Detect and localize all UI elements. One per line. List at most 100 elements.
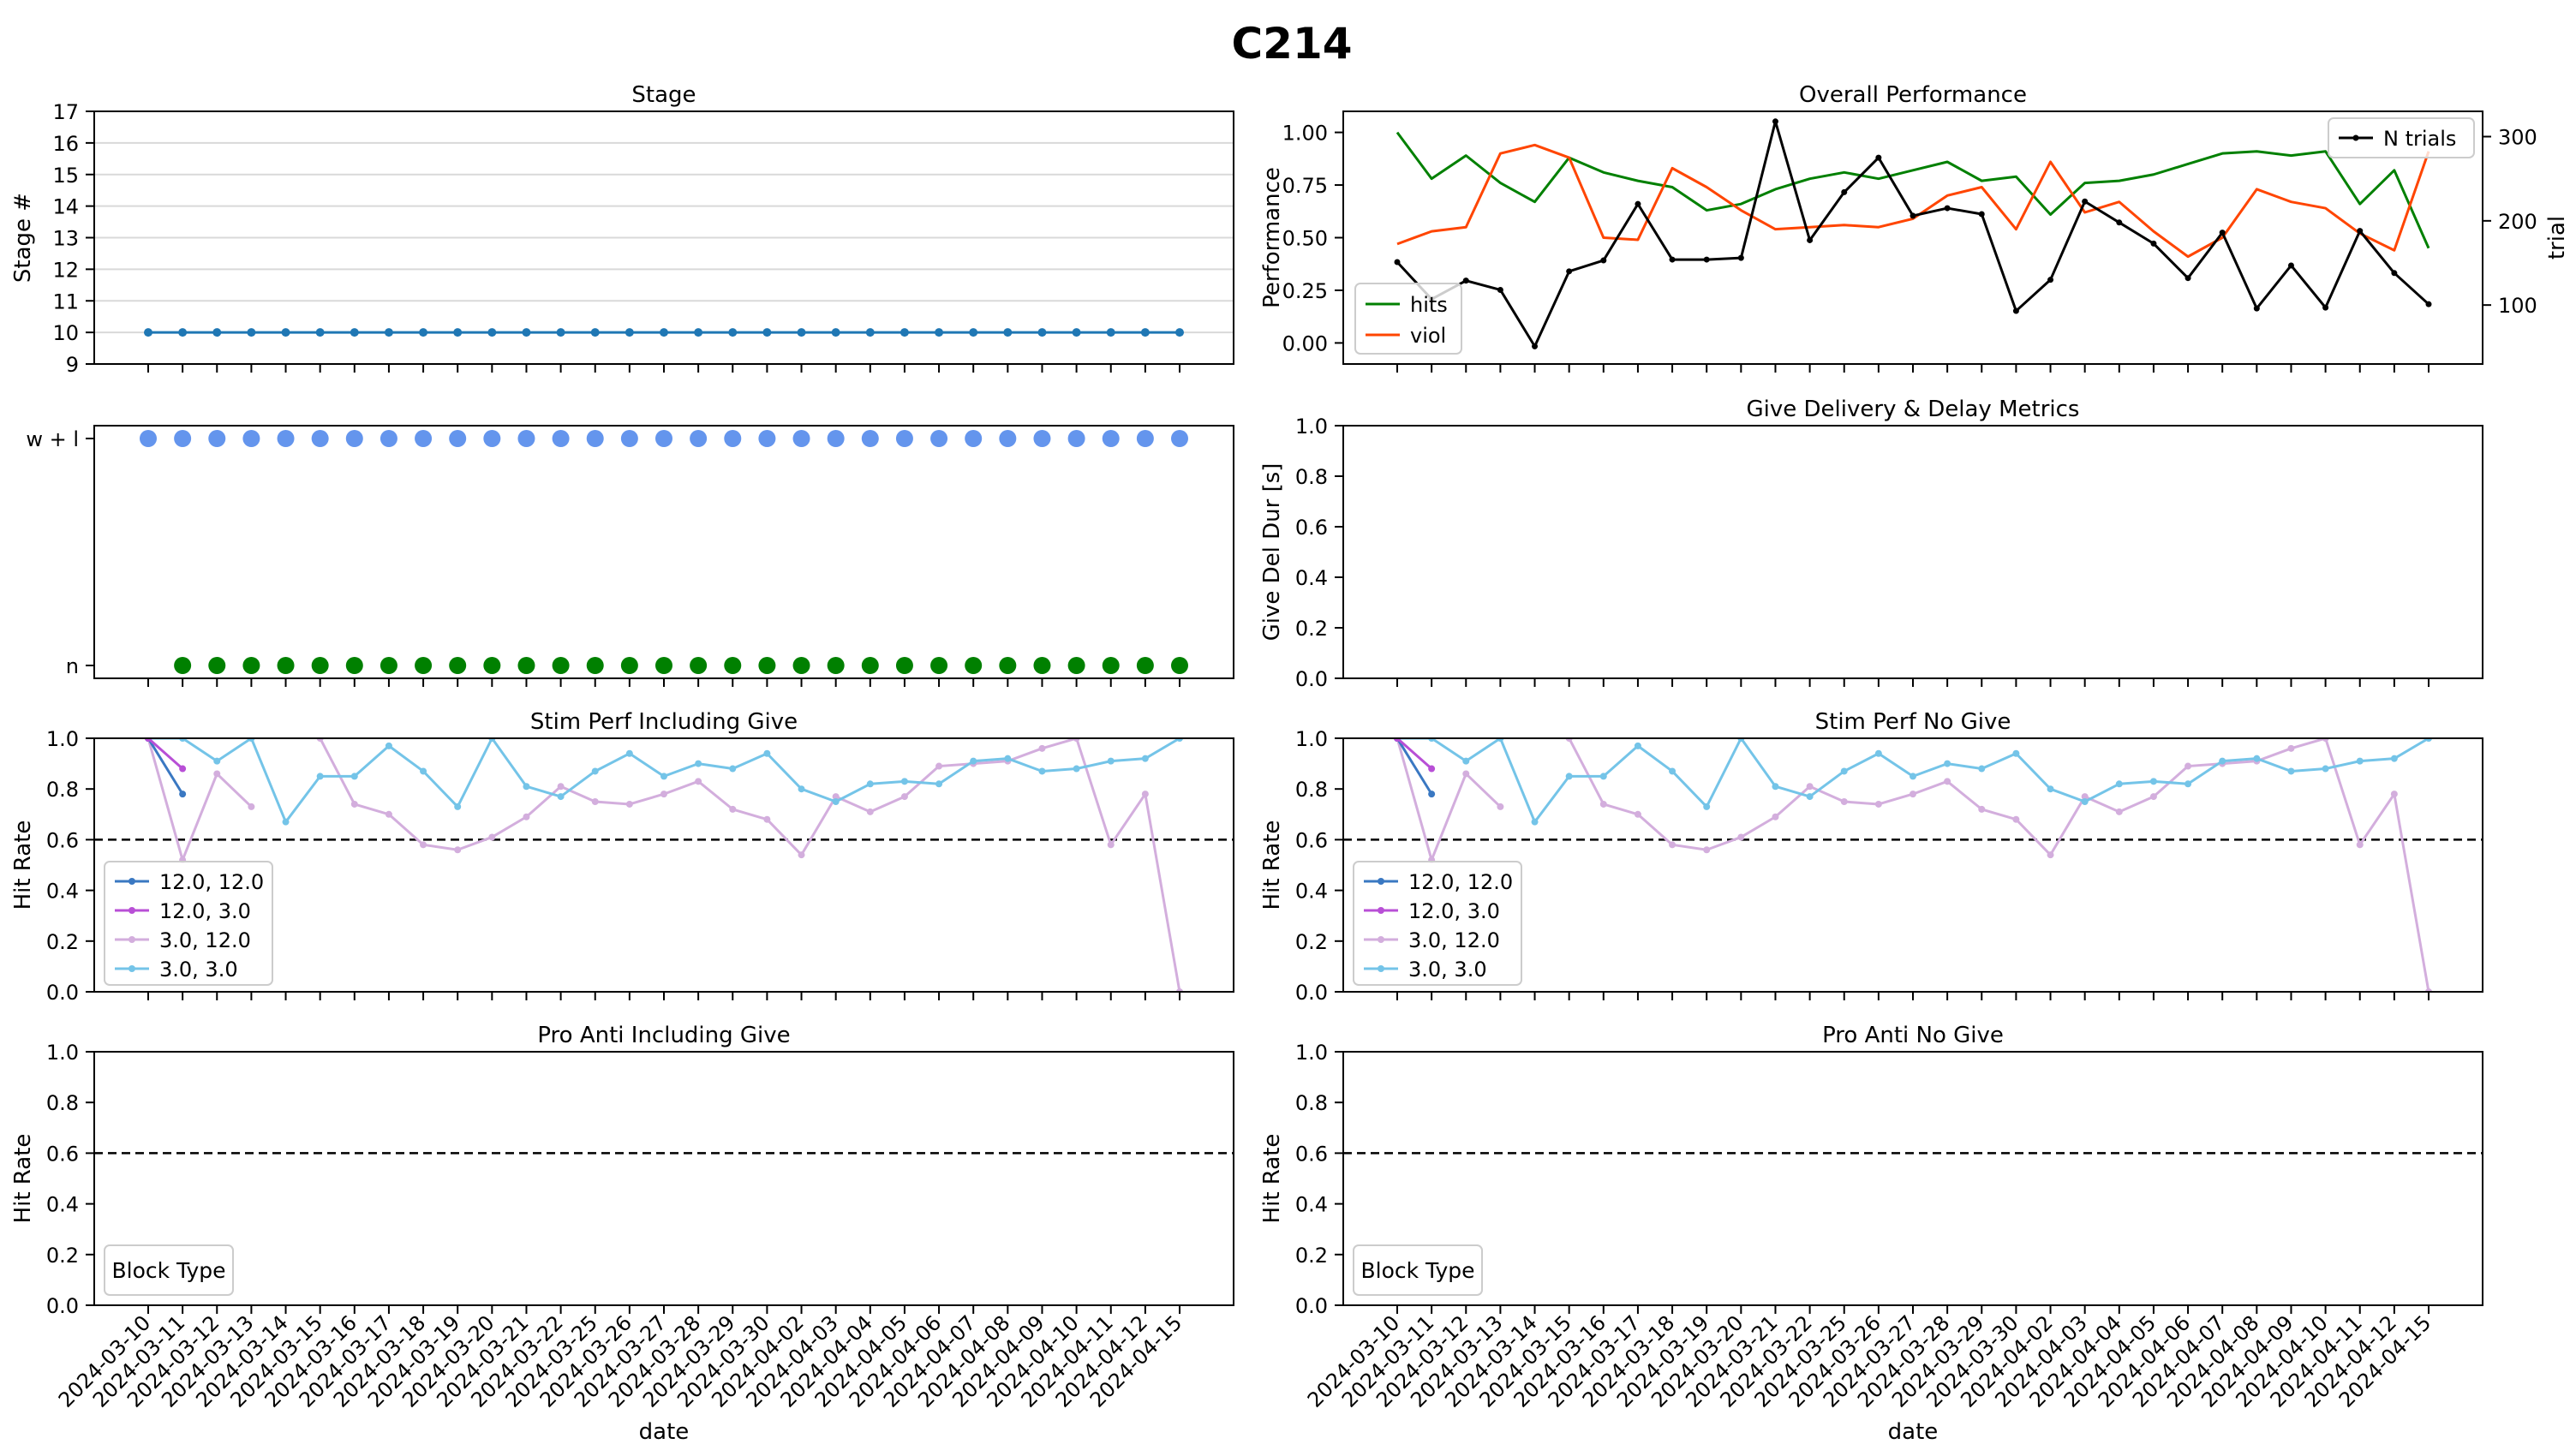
y-tick-label: 1.0 [1295,415,1328,439]
y-tick-label: 0.8 [46,778,79,802]
series-point [557,793,565,801]
series-point [1565,773,1573,780]
wl-trial-point [620,430,638,447]
overall-plot-area [1394,118,2432,349]
y-tick-label: 0.25 [1282,279,1328,303]
series-point [2356,841,2364,849]
y-tick-label: 0.8 [1295,1091,1328,1115]
series-line [1397,738,2430,824]
stim-incl-chart: 0.0 0.2 0.4 0.6 0.8 1.0 Stim Perf Including Gi… [10,709,1234,1005]
wl-trial-point [758,430,776,447]
legend-label: 12.0, 3.0 [1408,899,1500,923]
wl-trial-point [690,430,708,447]
y-tick-label: 0.2 [1295,617,1328,641]
y-tick-label: 15 [52,164,79,188]
series-point [488,833,496,841]
wl-trial-point [380,430,397,447]
wl-trial-point [552,430,570,447]
series-point [1038,767,1046,775]
n-trials-point [2150,240,2157,247]
series-point [660,773,667,780]
series-point [1599,800,1607,808]
series-point [2184,780,2192,788]
series-point [970,757,977,765]
series-point [2115,808,2123,815]
n-trial-point [380,657,397,674]
series-point [1428,791,1436,798]
stage-point [144,328,152,337]
wl-trial-point [1102,430,1120,447]
wl-trial-point [1067,430,1085,447]
wl-trial-point [965,430,983,447]
series-line [1396,738,1433,795]
legend-label: 3.0, 12.0 [159,928,251,952]
series-point [1806,783,1814,791]
stim-nogive-chart: 0.0 0.2 0.4 0.6 0.8 1.0 Stim Perf No Give Hit R… [1259,709,2483,1005]
legend-label: 12.0, 12.0 [1408,870,1513,894]
legend-marker [128,907,135,914]
series-point [2356,757,2364,765]
series-point [1944,760,1951,767]
series-point [1772,813,1779,820]
y-tick-label: 0.6 [46,1142,79,1166]
series-point [523,813,530,820]
y-tick-label: 0.00 [1282,331,1328,355]
legend-label: 3.0, 3.0 [159,958,238,982]
y-tick-label: 0.2 [1295,930,1328,954]
series-point [2149,778,2157,785]
stage-point [487,328,497,337]
n-trials-point [1910,212,1916,219]
n-trial-point [655,657,672,674]
series-point [557,783,565,791]
y-tick-label: 0.4 [46,880,79,904]
axes-frame [1342,1051,2483,1306]
series-point [2149,793,2157,801]
y-tick-label: 17 [52,100,79,124]
stim-legend: 12.0, 12.0 12.0, 3.0 3.0, 12.0 3.0, 3.0 [104,861,273,986]
n-trial-point [620,657,638,674]
legend-box [104,1244,234,1296]
n-trials-point [2287,262,2294,269]
y-tick-label: 0.6 [1295,828,1328,852]
legend-label-n-trials: N trials [2383,127,2456,151]
y-category-label: w + l [26,427,79,451]
series-point [1073,765,1080,773]
n-trial-point [449,657,467,674]
n-trials-point [1394,259,1401,266]
n-trials-point [1944,205,1951,212]
series-point [420,767,427,775]
stage-point [625,328,634,337]
series-point [1107,841,1115,849]
series-line [319,738,1181,992]
wl-trial-point [827,430,845,447]
series-point [1141,791,1149,798]
y-tick-label: 1.0 [1295,727,1328,751]
y-tick-label: 0.50 [1282,227,1328,251]
n-trial-point [242,657,260,674]
axes-title: Give Delivery & Delay Metrics [1747,397,2080,422]
y-tick-label: 14 [52,195,79,219]
stage-point [865,328,875,337]
wl-trial-point [242,430,260,447]
series-point [385,742,392,749]
series-point [1634,742,1641,749]
series-line [146,738,253,862]
n-trials-point [1703,256,1710,263]
y-tick-label: 0.4 [1295,566,1328,590]
series-point [625,749,633,757]
series-point [213,770,221,778]
y-tick-label: 0.4 [1295,880,1328,904]
wl-trial-point [586,430,604,447]
n-trial-point [1171,657,1188,674]
x-axis-label: date [1888,1419,1939,1445]
n-trial-point [517,657,535,674]
series-point [454,803,462,810]
stage-point [694,328,703,337]
stage-point [1175,328,1184,337]
axes-title: Stage [631,82,696,108]
n-trial-point [724,657,742,674]
legend-marker [1378,907,1384,914]
y-axis-label: Hit Rate [1259,820,1285,910]
trial-type-chart: n w + l [26,425,1234,687]
y-right-tick-label: 100 [2498,294,2537,318]
